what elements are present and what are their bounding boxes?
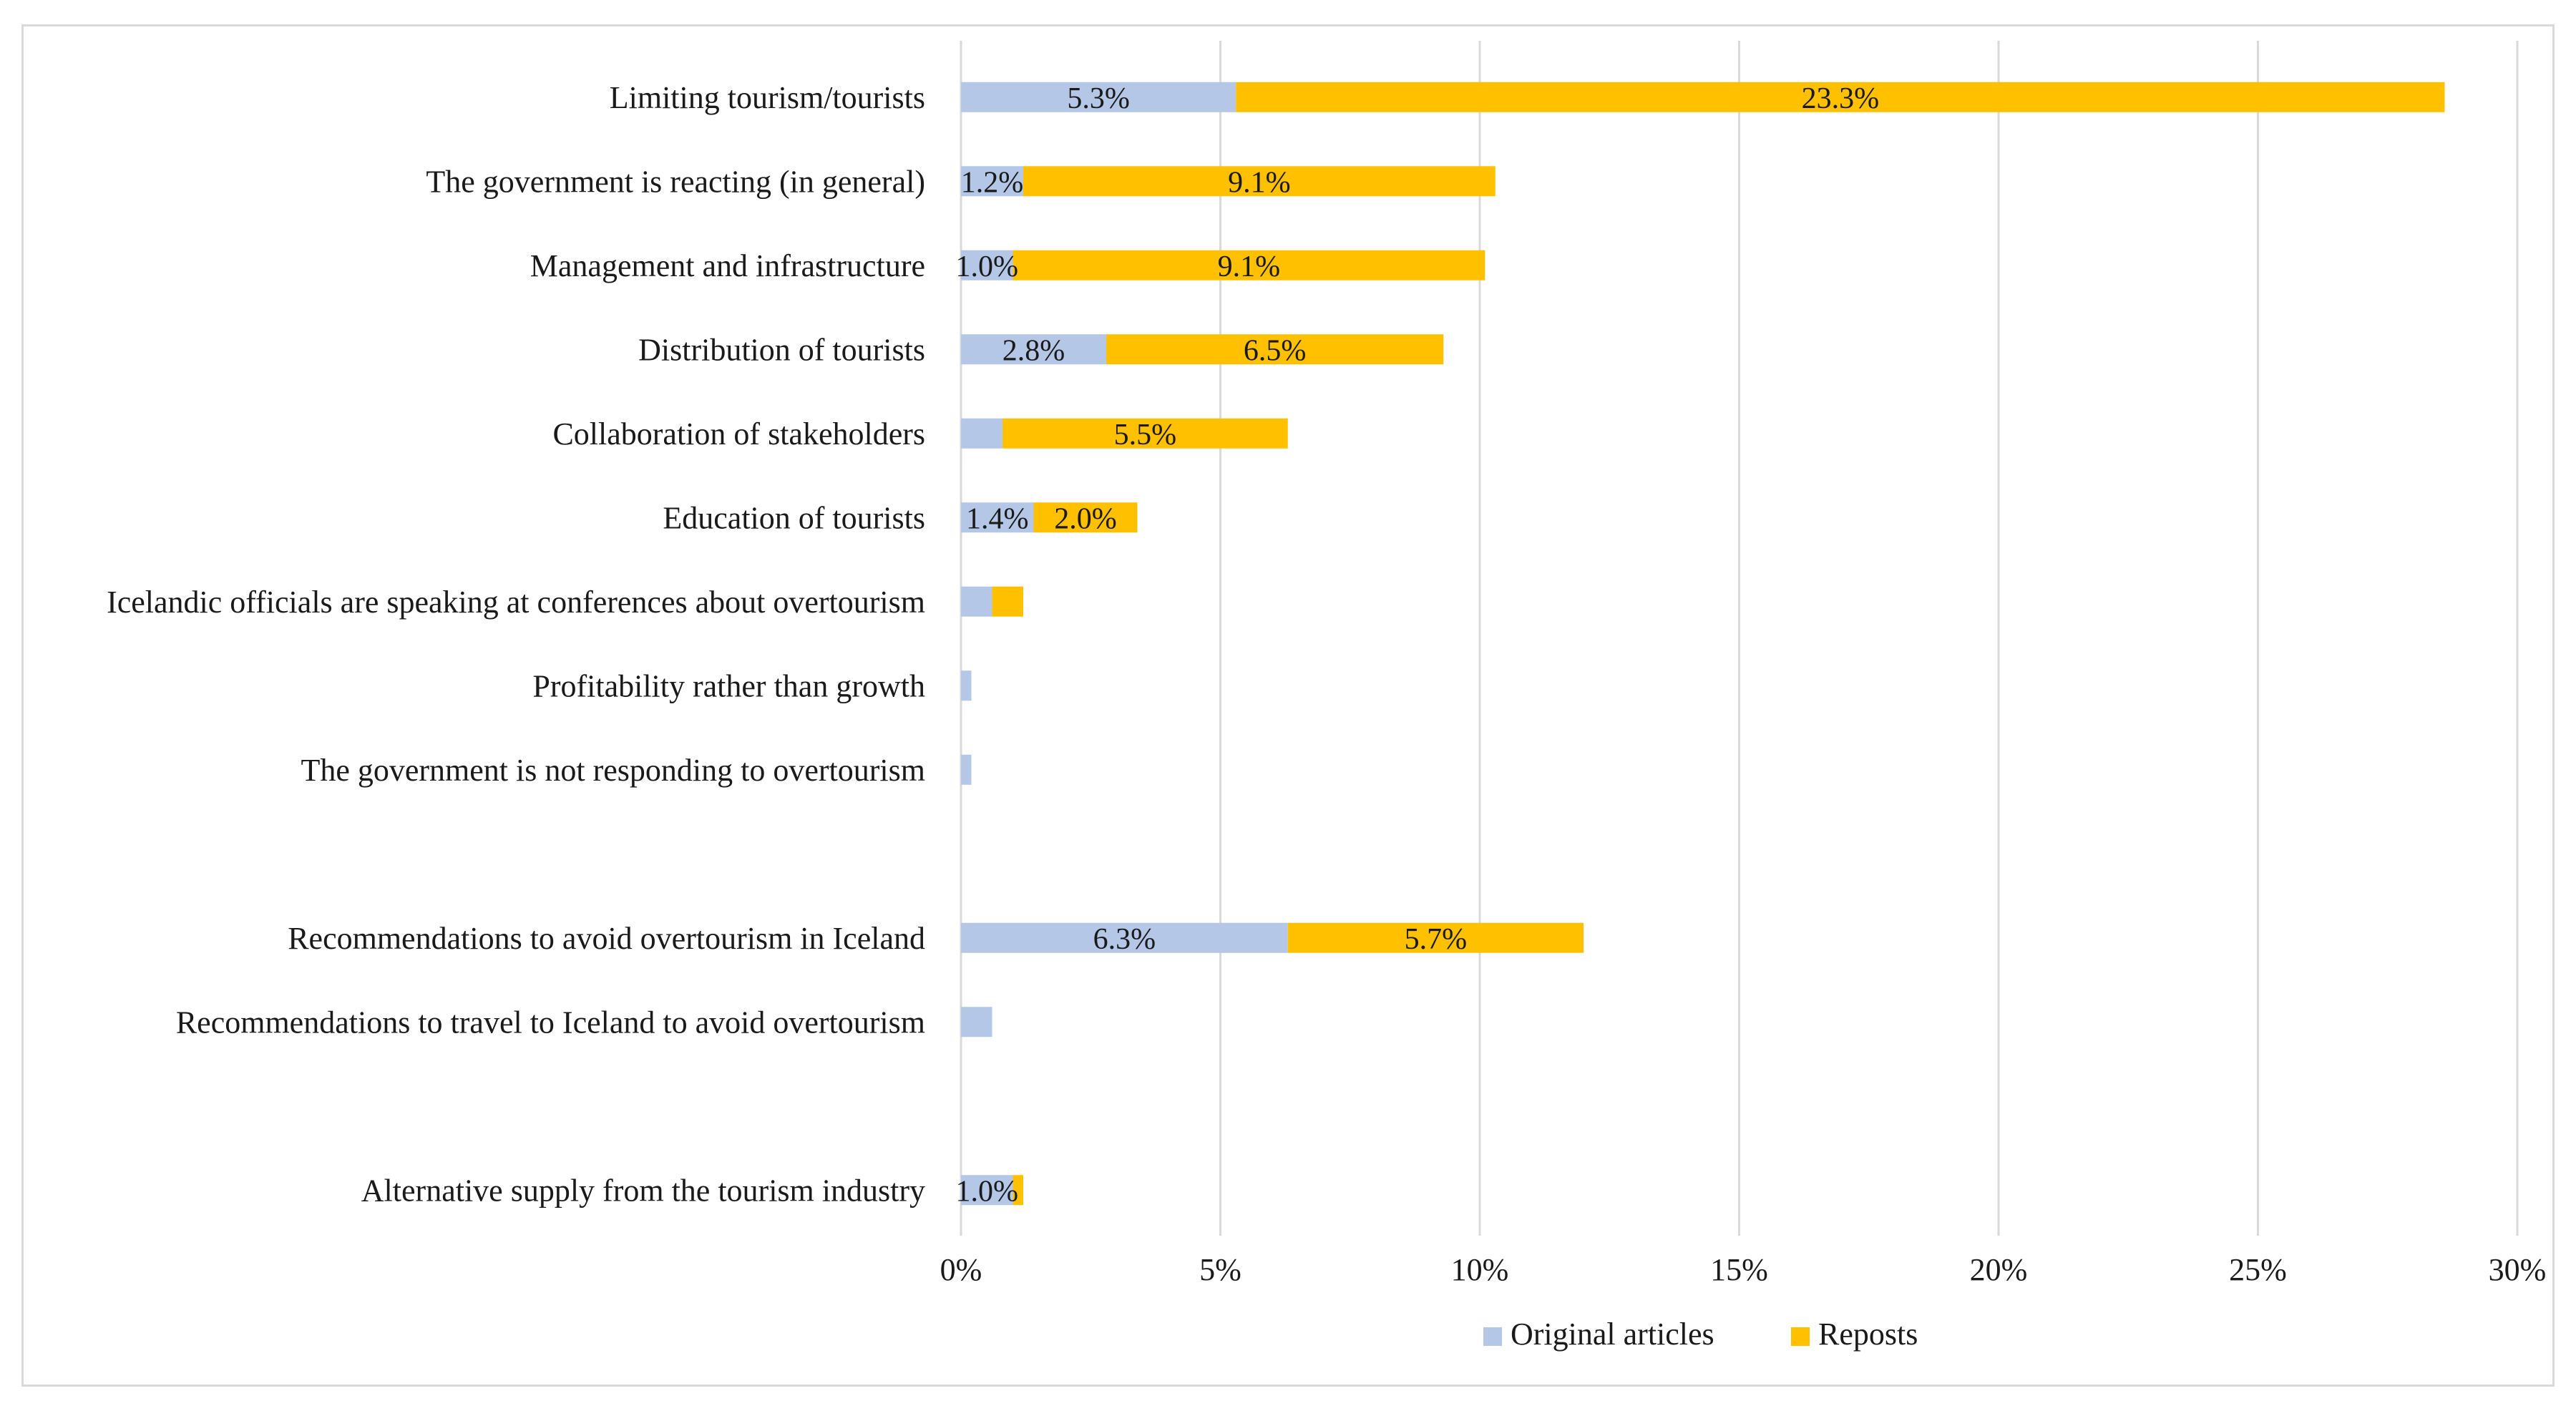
category-label-recommendations-to-avoid-overtourism-in-iceland: Recommendations to avoid overtourism in …	[288, 921, 925, 956]
chart-frame: 5.3% 23.3% 1.2% 9.1% 1.0% 9.1% 2.8% 6.5% 5.5% 1.4…	[21, 24, 2555, 1387]
bar-reposts-the-government-is-reacting-in-general	[1023, 166, 1496, 197]
data-label-original-articles-limiting-tourism-tourists: 5.3%	[1067, 82, 1130, 115]
legend-swatch-reposts	[1791, 1327, 1810, 1346]
category-labels: Limiting tourism/tourists The government …	[107, 80, 925, 1209]
data-label-original-articles-alternative-supply-from-the-tourism-industry: 1.0%	[956, 1175, 1019, 1208]
x-tick-label-15: 15%	[1710, 1252, 1768, 1287]
x-tick-label-0: 0%	[940, 1252, 982, 1287]
bar-reposts-education-of-tourists	[1033, 502, 1138, 533]
bar-original-articles-collaboration-of-stakeholders	[961, 418, 1002, 449]
x-axis-ticks: 0% 5% 10% 15% 20% 25% 30%	[940, 1252, 2547, 1287]
category-label-distribution-of-tourists: Distribution of tourists	[638, 332, 925, 367]
bar-original-articles-management-and-infrastructure	[961, 250, 1013, 280]
bar-original-articles-recommendations-to-travel-to-iceland-to-avoid-overtourism	[961, 1007, 992, 1038]
category-label-limiting-tourism-tourists: Limiting tourism/tourists	[610, 80, 925, 115]
category-label-the-government-is-not-responding-to-overtourism: The government is not responding to over…	[301, 753, 925, 788]
data-label-reposts-recommendations-to-avoid-overtourism-in-iceland: 5.7%	[1405, 923, 1468, 956]
category-label-education-of-tourists: Education of tourists	[663, 500, 925, 535]
data-label-original-articles-education-of-tourists: 1.4%	[966, 502, 1029, 535]
bar-original-articles-distribution-of-tourists	[961, 334, 1106, 365]
data-label-reposts-management-and-infrastructure: 9.1%	[1218, 250, 1281, 283]
x-tick-label-5: 5%	[1199, 1252, 1241, 1287]
stacked-bar-chart: 5.3% 23.3% 1.2% 9.1% 1.0% 9.1% 2.8% 6.5% 5.5% 1.4…	[107, 41, 2547, 1352]
bar-reposts-alternative-supply-from-the-tourism-industry	[1013, 1175, 1023, 1206]
legend: Original articles Reposts	[1483, 1317, 1918, 1352]
data-label-reposts-distribution-of-tourists: 6.5%	[1244, 334, 1307, 367]
bar-reposts-recommendations-to-avoid-overtourism-in-iceland	[1287, 922, 1584, 953]
data-label-original-articles-management-and-infrastructure: 1.0%	[956, 250, 1019, 283]
x-tick-label-10: 10%	[1451, 1252, 1509, 1287]
category-label-the-government-is-reacting-in-general: The government is reacting (in general)	[426, 164, 925, 199]
x-tick-label-30: 30%	[2489, 1252, 2547, 1287]
bar-original-articles-education-of-tourists	[961, 502, 1034, 533]
category-label-management-and-infrastructure: Management and infrastructure	[530, 248, 925, 283]
bar-original-articles-icelandic-officials-are-speaking-at-conferences-about-overtourism	[961, 586, 992, 617]
category-label-recommendations-to-travel-to-iceland-to-avoid-overtourism: Recommendations to travel to Iceland to …	[176, 1005, 925, 1040]
legend-swatch-original-articles	[1483, 1327, 1502, 1346]
bar-reposts-icelandic-officials-are-speaking-at-conferences-about-overtourism	[992, 586, 1023, 617]
legend-label-reposts: Reposts	[1818, 1317, 1918, 1352]
bar-original-articles-recommendations-to-avoid-overtourism-in-iceland	[961, 922, 1288, 953]
bar-original-articles-limiting-tourism-tourists	[961, 82, 1236, 112]
data-label-original-articles-the-government-is-reacting-in-general: 1.2%	[961, 166, 1024, 199]
data-label-original-articles-distribution-of-tourists: 2.8%	[1002, 334, 1065, 367]
x-tick-label-20: 20%	[1970, 1252, 2028, 1287]
bar-original-articles-the-government-is-reacting-in-general	[961, 166, 1023, 197]
data-label-reposts-education-of-tourists: 2.0%	[1054, 502, 1117, 535]
x-tick-label-25: 25%	[2229, 1252, 2287, 1287]
bar-original-articles-alternative-supply-from-the-tourism-industry	[961, 1175, 1013, 1206]
gridlines	[960, 41, 2519, 1236]
data-label-reposts-the-government-is-reacting-in-general: 9.1%	[1228, 166, 1291, 199]
bars	[961, 82, 2445, 1206]
bar-reposts-management-and-infrastructure	[1013, 250, 1485, 280]
category-label-alternative-supply-from-the-tourism-industry: Alternative supply from the tourism indu…	[361, 1173, 925, 1208]
category-label-icelandic-officials-are-speaking-at-conferences-about-overtourism: Icelandic officials are speaking at conf…	[107, 585, 925, 620]
data-label-reposts-collaboration-of-stakeholders: 5.5%	[1114, 419, 1177, 451]
category-label-collaboration-of-stakeholders: Collaboration of stakeholders	[552, 416, 925, 451]
bar-reposts-collaboration-of-stakeholders	[1002, 418, 1288, 449]
category-label-profitability-rather-than-growth: Profitability rather than growth	[532, 668, 925, 703]
data-label-original-articles-recommendations-to-avoid-overtourism-in-iceland: 6.3%	[1093, 923, 1156, 956]
data-label-reposts-limiting-tourism-tourists: 23.3%	[1802, 82, 1880, 115]
data-labels: 5.3% 23.3% 1.2% 9.1% 1.0% 9.1% 2.8% 6.5% 5.5% 1.4…	[956, 82, 1880, 1209]
bar-reposts-distribution-of-tourists	[1106, 334, 1444, 365]
legend-label-original-articles: Original articles	[1511, 1317, 1714, 1352]
bar-original-articles-the-government-is-not-responding-to-overtourism	[961, 754, 972, 785]
bar-original-articles-profitability-rather-than-growth	[961, 670, 972, 701]
bar-reposts-limiting-tourism-tourists	[1236, 82, 2445, 112]
